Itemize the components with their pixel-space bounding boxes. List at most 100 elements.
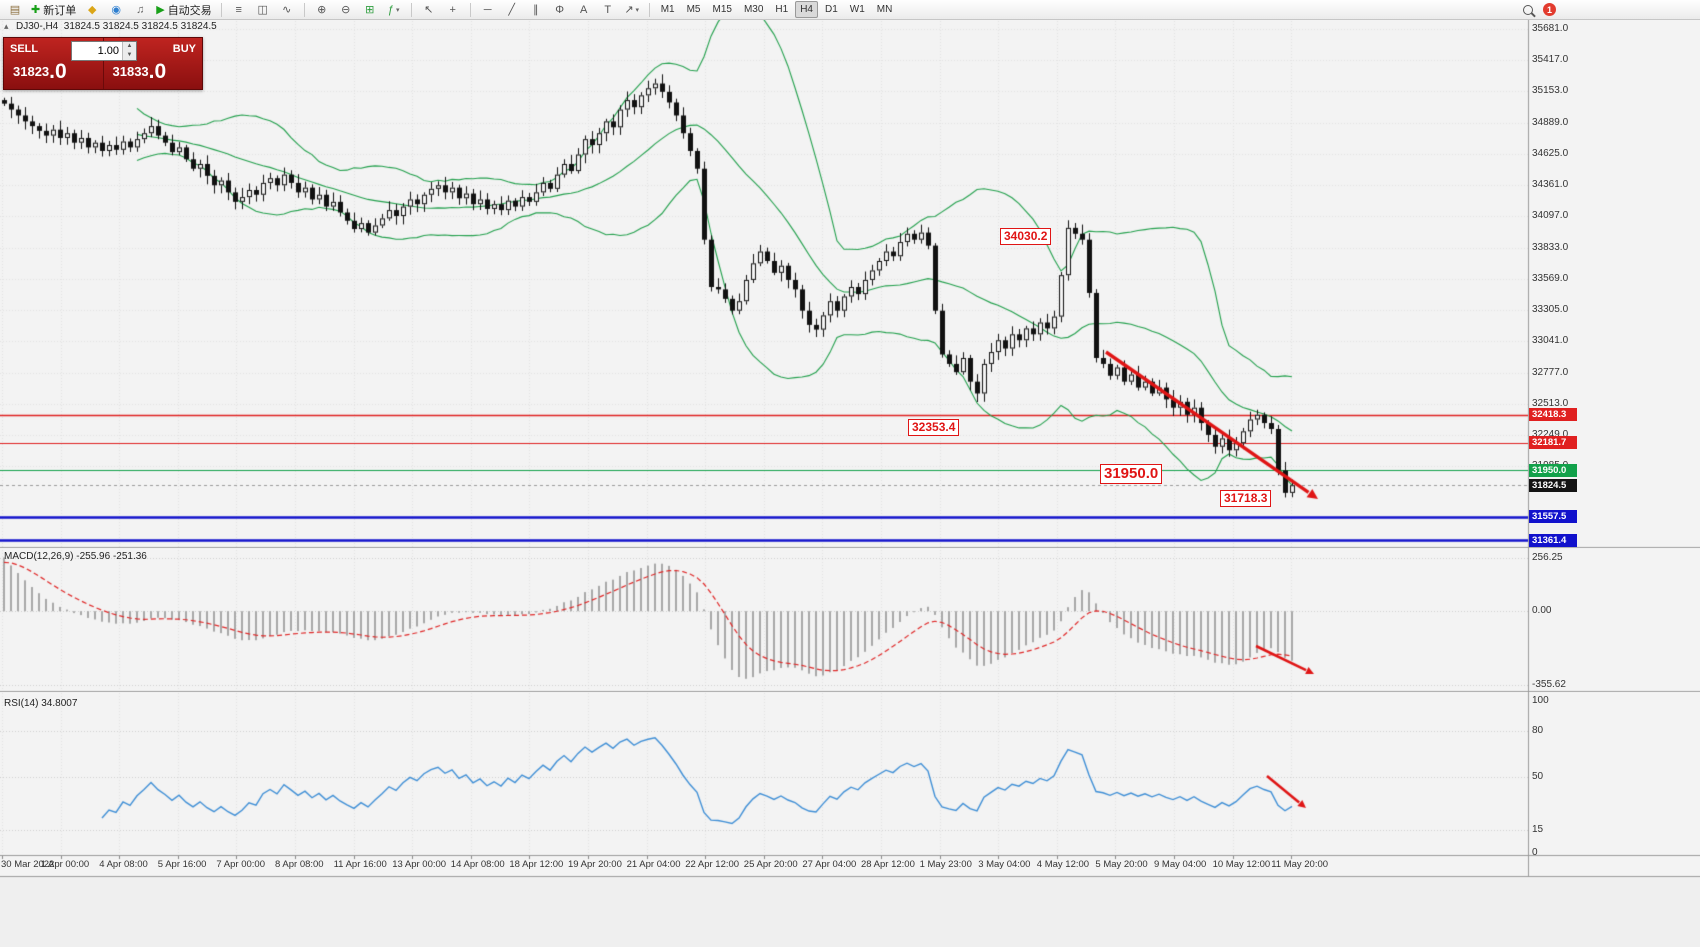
time-axis-label: 13 Apr 00:00 xyxy=(392,859,447,870)
time-axis-label: 19 Apr 20:00 xyxy=(568,859,622,870)
macd-indicator-label: MACD(12,26,9) -255.96 -251.36 xyxy=(4,551,147,562)
volume-increase-button[interactable]: ▲ xyxy=(123,42,136,51)
line-chart-icon-glyph: ∿ xyxy=(282,3,292,16)
volume-spin-buttons: ▲ ▼ xyxy=(122,42,136,60)
arrows-objects-icon[interactable]: ↗ ▾ xyxy=(621,1,643,19)
rsi-axis-label: 50 xyxy=(1532,771,1544,782)
text-label-icon-glyph: T xyxy=(604,3,612,16)
candlestick-chart-icon[interactable]: ◫ xyxy=(252,1,274,19)
sell-label: SELL xyxy=(10,43,39,55)
time-axis-label: 22 Apr 12:00 xyxy=(685,859,740,870)
zoom-in-icon[interactable]: ⊕ xyxy=(311,1,333,19)
timeframe-m15-button[interactable]: M15 xyxy=(712,4,732,15)
zoom-in-icon-glyph: ⊕ xyxy=(317,3,327,16)
timeframe-m1-button[interactable]: M1 xyxy=(660,4,675,15)
price-axis-tick: 32513.0 xyxy=(1532,397,1569,409)
timeframe-h4-button[interactable]: H4 xyxy=(795,1,818,18)
alerts-icon[interactable]: ♫ xyxy=(129,1,151,19)
quote-panel-collapse-arrow[interactable]: ▴ xyxy=(4,21,9,31)
price-line-badge: 32418.3 xyxy=(1529,408,1577,422)
indicators-list-icon[interactable]: ƒ ▾ xyxy=(383,1,405,19)
price-annotation[interactable]: 32353.4 xyxy=(908,419,960,436)
macd-axis-label: 0.00 xyxy=(1532,605,1552,617)
crosshair-icon[interactable]: + xyxy=(442,1,464,19)
volume-input[interactable] xyxy=(72,42,122,60)
search-icon[interactable] xyxy=(1523,4,1533,15)
arrows-objects-icon-caret[interactable]: ▾ xyxy=(635,6,640,14)
time-axis-label: 30 Mar 2022 xyxy=(1,859,55,870)
fibonacci-icon[interactable]: Φ xyxy=(549,1,571,19)
price-line-badge: 31361.4 xyxy=(1529,533,1577,547)
timeframe-h1-button[interactable]: H1 xyxy=(775,4,789,15)
equidistant-channel-icon[interactable]: ∥ xyxy=(525,1,547,19)
rsi-axis-label: 80 xyxy=(1532,725,1544,737)
timeframe-d1-button[interactable]: D1 xyxy=(825,4,838,15)
volume-stepper: ▲ ▼ xyxy=(71,41,137,61)
sell-price: 31823.0 xyxy=(13,60,67,83)
indicators-list-icon-glyph: ƒ xyxy=(387,3,394,16)
community-icon[interactable]: ◉ xyxy=(105,1,127,19)
new-order-button[interactable]: ✚ 新订单 xyxy=(28,1,79,19)
tile-windows-icon[interactable]: ⊞ xyxy=(359,1,381,19)
price-axis-tick: 34097.0 xyxy=(1532,210,1569,222)
price-annotation[interactable]: 34030.2 xyxy=(1000,228,1052,245)
charts-panel-icon[interactable]: ▤ xyxy=(4,1,26,19)
price-line-badge: 32181.7 xyxy=(1529,436,1577,450)
bars-chart-icon-glyph: ≡ xyxy=(235,3,242,16)
trendline-icon[interactable]: ╱ xyxy=(501,1,523,19)
time-axis-label: 27 Apr 04:00 xyxy=(802,859,857,870)
cursor-icon[interactable]: ↖ xyxy=(418,1,440,19)
timeframe-m30-button[interactable]: M30 xyxy=(743,4,764,15)
time-axis-label: 28 Apr 12:00 xyxy=(861,859,915,870)
fibonacci-icon-glyph: Φ xyxy=(555,3,565,16)
main-toolbar: ▤ ✚ 新订单 ◆ ◉ ♫ ▶ 自动交易 ≡ ◫ ∿ ⊕ ⊖ ⊞ ƒ ▾ ↖ + ─ ╱ ∥ Φ A T ↗ ▾ M1 M5 M15 M3… xyxy=(0,0,1700,20)
cursor-icon-glyph: ↖ xyxy=(424,3,434,16)
buy-label: BUY xyxy=(172,43,196,55)
time-axis-label: 4 Apr 08:00 xyxy=(99,859,148,870)
indicators-list-icon-caret[interactable]: ▾ xyxy=(395,6,400,14)
time-axis-label: 21 Apr 04:00 xyxy=(626,859,681,870)
time-axis-label: 10 May 12:00 xyxy=(1212,859,1271,870)
price-annotation[interactable]: 31950.0 xyxy=(1100,464,1163,484)
buy-button[interactable]: BUY 31833.0 xyxy=(103,38,202,89)
toolbar-separator xyxy=(303,2,305,17)
price-axis-tick: 32777.0 xyxy=(1532,366,1569,378)
time-axis-label: 11 Apr 16:00 xyxy=(333,859,387,870)
toolbar-separator xyxy=(220,2,222,17)
rsi-axis-label: 0 xyxy=(1532,847,1538,858)
text-icon[interactable]: A xyxy=(573,1,595,19)
symbol-ohlc-line: DJ30-,H4 31824.5 31824.5 31824.5 31824.5 xyxy=(16,21,217,32)
timeframe-w1-button[interactable]: W1 xyxy=(849,4,865,15)
horizontal-line-icon-glyph: ─ xyxy=(483,3,492,16)
price-axis-tick: 33305.0 xyxy=(1532,304,1569,316)
bars-chart-icon[interactable]: ≡ xyxy=(228,1,250,19)
line-chart-icon[interactable]: ∿ xyxy=(276,1,298,19)
time-axis-label: 7 Apr 00:00 xyxy=(216,859,265,870)
time-axis-label: 4 May 12:00 xyxy=(1036,859,1090,870)
price-axis-tick: 33833.0 xyxy=(1532,241,1569,253)
volume-decrease-button[interactable]: ▼ xyxy=(123,51,136,60)
community-icon-glyph: ◉ xyxy=(111,3,122,16)
arrows-objects-icon-glyph: ↗ xyxy=(624,3,634,16)
price-annotation[interactable]: 31718.3 xyxy=(1220,490,1272,507)
timeframe-mn-button[interactable]: MN xyxy=(876,4,893,15)
timeframe-m5-button[interactable]: M5 xyxy=(686,4,701,15)
price-axis-tick: 35153.0 xyxy=(1532,85,1569,97)
horizontal-line-icon[interactable]: ─ xyxy=(477,1,499,19)
rsi-axis-label: 100 xyxy=(1532,695,1549,706)
toolbar-separator xyxy=(648,2,650,17)
text-label-icon[interactable]: T xyxy=(597,1,619,19)
notifications-badge[interactable]: 1 xyxy=(1543,3,1556,16)
mql5-market-icon[interactable]: ◆ xyxy=(81,1,103,19)
autotrading-button[interactable]: ▶ 自动交易 xyxy=(153,1,214,19)
price-axis-tick: 34625.0 xyxy=(1532,147,1569,159)
time-axis-label: 5 May 20:00 xyxy=(1095,859,1148,870)
price-axis-tick: 33041.0 xyxy=(1532,335,1569,347)
toolbar-separator xyxy=(469,2,471,17)
one-click-trading-panel: SELL 31823.0 BUY 31833.0 ▲ ▼ xyxy=(3,37,203,90)
zoom-out-icon[interactable]: ⊖ xyxy=(335,1,357,19)
toolbar-right-group: 1 xyxy=(1523,3,1556,16)
price-axis-tick: 35681.0 xyxy=(1532,23,1569,34)
